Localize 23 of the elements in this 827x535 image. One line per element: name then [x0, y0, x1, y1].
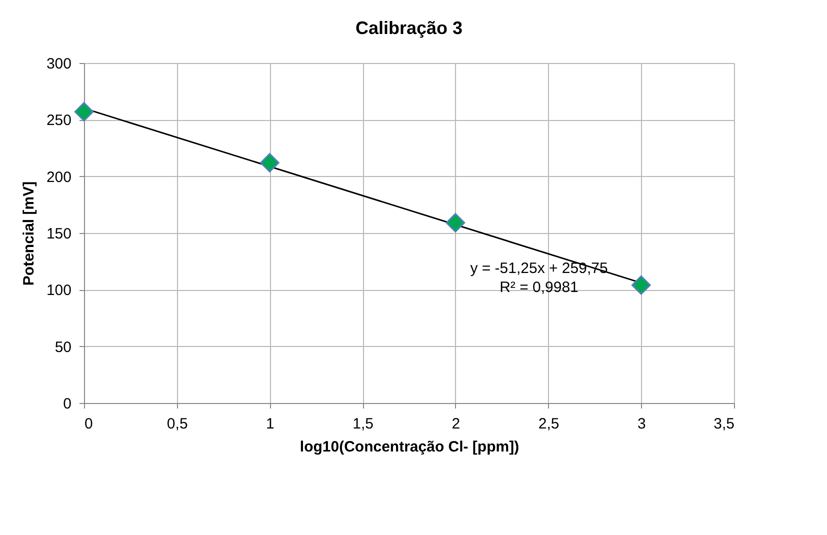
- y-tick-label: 200: [46, 168, 72, 186]
- point: [446, 213, 466, 232]
- y-tick-label: 300: [46, 56, 72, 72]
- point: [74, 102, 94, 122]
- annotation: R² = 0,9981: [500, 279, 578, 296]
- x-tick-label: 2: [452, 416, 460, 432]
- y-tick-label: 50: [54, 338, 72, 356]
- x-tick-label: 3: [637, 416, 646, 432]
- chart-title: Calibração 3: [355, 18, 463, 38]
- point: [631, 275, 651, 295]
- y-tick-label: 100: [46, 282, 72, 300]
- x-tick-label: 0: [84, 416, 93, 432]
- point: [260, 153, 280, 172]
- x-tick-label: 3,5: [714, 416, 734, 432]
- x-tick-label: 1,5: [352, 416, 374, 432]
- y-axis-title: Potencial [mV]: [20, 181, 38, 286]
- x-axis-title: log10(Concentração Cl- [ppm]): [300, 438, 520, 456]
- x-tick-label: 0,5: [166, 416, 188, 432]
- x-tick-label: 1: [266, 416, 274, 432]
- y-tick-label: 250: [46, 112, 72, 130]
- y-tick-label: 0: [63, 396, 72, 412]
- y-tick-label: 150: [46, 226, 72, 242]
- x-tick-label: 2,5: [538, 416, 560, 432]
